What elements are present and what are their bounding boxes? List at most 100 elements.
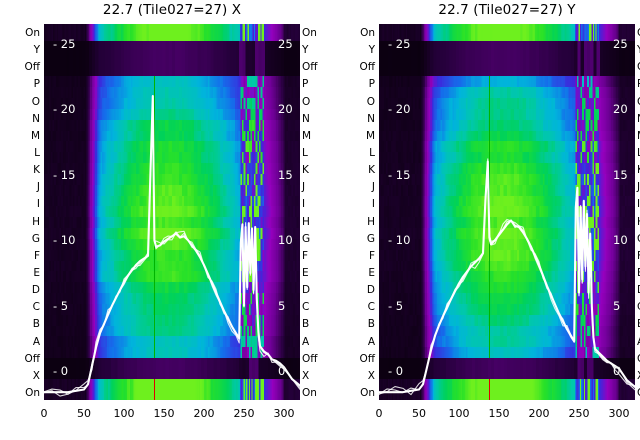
dipole-category-label: P — [302, 78, 309, 91]
dipole-category-label: I — [302, 198, 306, 211]
dipole-category-label: On — [302, 27, 317, 39]
separator-band-lower — [44, 358, 300, 380]
dipole-category-label: E — [33, 267, 40, 279]
heatmap-axes[interactable]: - 0 0 - 5 5 - 10 10 - 15 15 - 20 20 - 25 25 — [379, 24, 635, 400]
x-tick-label: 300 — [273, 407, 295, 420]
dipole-category-label: X — [367, 369, 375, 382]
heatmap-row — [44, 303, 300, 315]
dipole-category-label: K — [637, 164, 640, 176]
dipole-category-label: O — [366, 95, 375, 108]
y-tick-label: - 5 — [53, 298, 69, 313]
y-tick-label: - 15 — [53, 167, 76, 182]
x-tick-label: 50 — [412, 407, 426, 420]
dipole-category-label: E — [302, 267, 309, 279]
heatmap-row — [44, 184, 300, 196]
dipole-category-label: E — [637, 267, 640, 279]
colour-strip-bottom — [44, 379, 300, 400]
dipole-category-label: L — [34, 147, 40, 159]
heatmap-row — [379, 76, 635, 88]
dipole-category-label: L — [637, 147, 640, 159]
dipole-category-label: L — [369, 147, 375, 159]
dipole-category-label: F — [368, 249, 375, 262]
heatmap-row — [44, 119, 300, 131]
dipole-category-label: D — [31, 284, 40, 297]
dipole-category-label: Off — [359, 61, 376, 74]
x-tick-label: 0 — [375, 407, 383, 420]
y-tick-label-mirror: 0 — [613, 364, 621, 379]
heatmap-row — [44, 163, 300, 174]
heatmap-row — [44, 282, 300, 294]
heatmap-row — [379, 130, 635, 142]
heatmap-row — [379, 206, 635, 218]
dipole-category-label: C — [637, 301, 640, 313]
dipole-category-label: G — [302, 232, 311, 245]
dipole-category-label: P — [368, 78, 375, 91]
y-tick-label: - 5 — [388, 298, 404, 313]
dipole-category-label: O — [31, 95, 40, 108]
dipole-category-label: F — [637, 250, 640, 262]
dipole-category-label: I — [637, 198, 640, 211]
dipole-category-label: G — [366, 232, 375, 245]
dipole-category-label: On — [302, 387, 317, 399]
heatmap-row — [44, 325, 300, 337]
dipole-category-label: C — [302, 301, 310, 314]
x-tick-label: 100 — [448, 407, 470, 420]
dipole-category-label: Off — [24, 352, 41, 365]
y-tick-label-mirror: 25 — [278, 36, 293, 51]
colour-strip-top — [379, 24, 635, 42]
heatmap-row — [379, 163, 635, 174]
dipole-category-label: N — [637, 113, 640, 125]
y-tick-label-mirror: 15 — [278, 167, 293, 182]
dipole-category-label: O — [637, 96, 640, 108]
heatmap-row — [379, 271, 635, 283]
marker-line-red — [488, 379, 490, 400]
x-tick-label: 250 — [233, 407, 255, 420]
dipole-category-label: P — [637, 78, 640, 90]
dipole-category-label: B — [367, 318, 375, 331]
dipole-category-label: K — [33, 164, 40, 177]
heatmap-row — [379, 173, 635, 185]
dipole-category-label: Y — [637, 44, 640, 56]
dipole-category-label: M — [637, 130, 640, 142]
dipole-category-label: Off — [637, 61, 640, 73]
y-tick-label-mirror: 10 — [278, 233, 293, 248]
heatmap-row — [44, 195, 300, 207]
dipole-category-label: X — [32, 369, 40, 382]
heatmap-row — [379, 119, 635, 131]
colour-strip-bottom — [379, 379, 635, 400]
heatmap-row — [44, 206, 300, 218]
dipole-category-label: Off — [637, 353, 640, 365]
dipole-category-label: Y — [33, 44, 40, 57]
y-tick-label-mirror: 25 — [613, 36, 628, 51]
dipole-category-label: H — [367, 215, 375, 228]
profile-curve-trace — [379, 158, 635, 396]
heatmap-row — [379, 303, 635, 315]
dipole-category-label: Off — [302, 61, 318, 74]
x-tick-label: 0 — [40, 407, 48, 420]
heatmap-axes[interactable]: - 0 0 - 5 5 - 10 10 - 15 15 - 20 20 - 25 25 — [44, 24, 300, 400]
heatmap-row — [44, 87, 300, 99]
panel-title: 22.7 (Tile027=27) X — [102, 2, 242, 18]
dipole-category-label: F — [33, 249, 40, 262]
dipole-category-label: J — [36, 181, 40, 194]
colour-strip-top — [44, 24, 300, 42]
heatmap-row — [379, 260, 635, 272]
heatmap-row — [379, 293, 635, 304]
y-tick-label: - 10 — [388, 233, 411, 248]
x-tick-label: 150 — [488, 407, 510, 420]
dipole-category-label: On — [25, 387, 40, 399]
y-tick-label: - 25 — [388, 36, 411, 51]
heatmap-row — [379, 347, 635, 359]
dipole-category-label: B — [32, 318, 40, 331]
heatmap-row — [379, 282, 635, 294]
heatmap-row — [44, 260, 300, 272]
dipole-category-label: Off — [359, 352, 376, 365]
dipole-category-label: G — [637, 233, 640, 245]
dipole-category-label: E — [368, 267, 375, 279]
heatmap-row — [44, 141, 300, 153]
profile-curve — [44, 95, 300, 397]
heatmap-row — [379, 228, 635, 239]
heatmap-row — [379, 98, 635, 109]
heatmap-row — [44, 152, 300, 164]
